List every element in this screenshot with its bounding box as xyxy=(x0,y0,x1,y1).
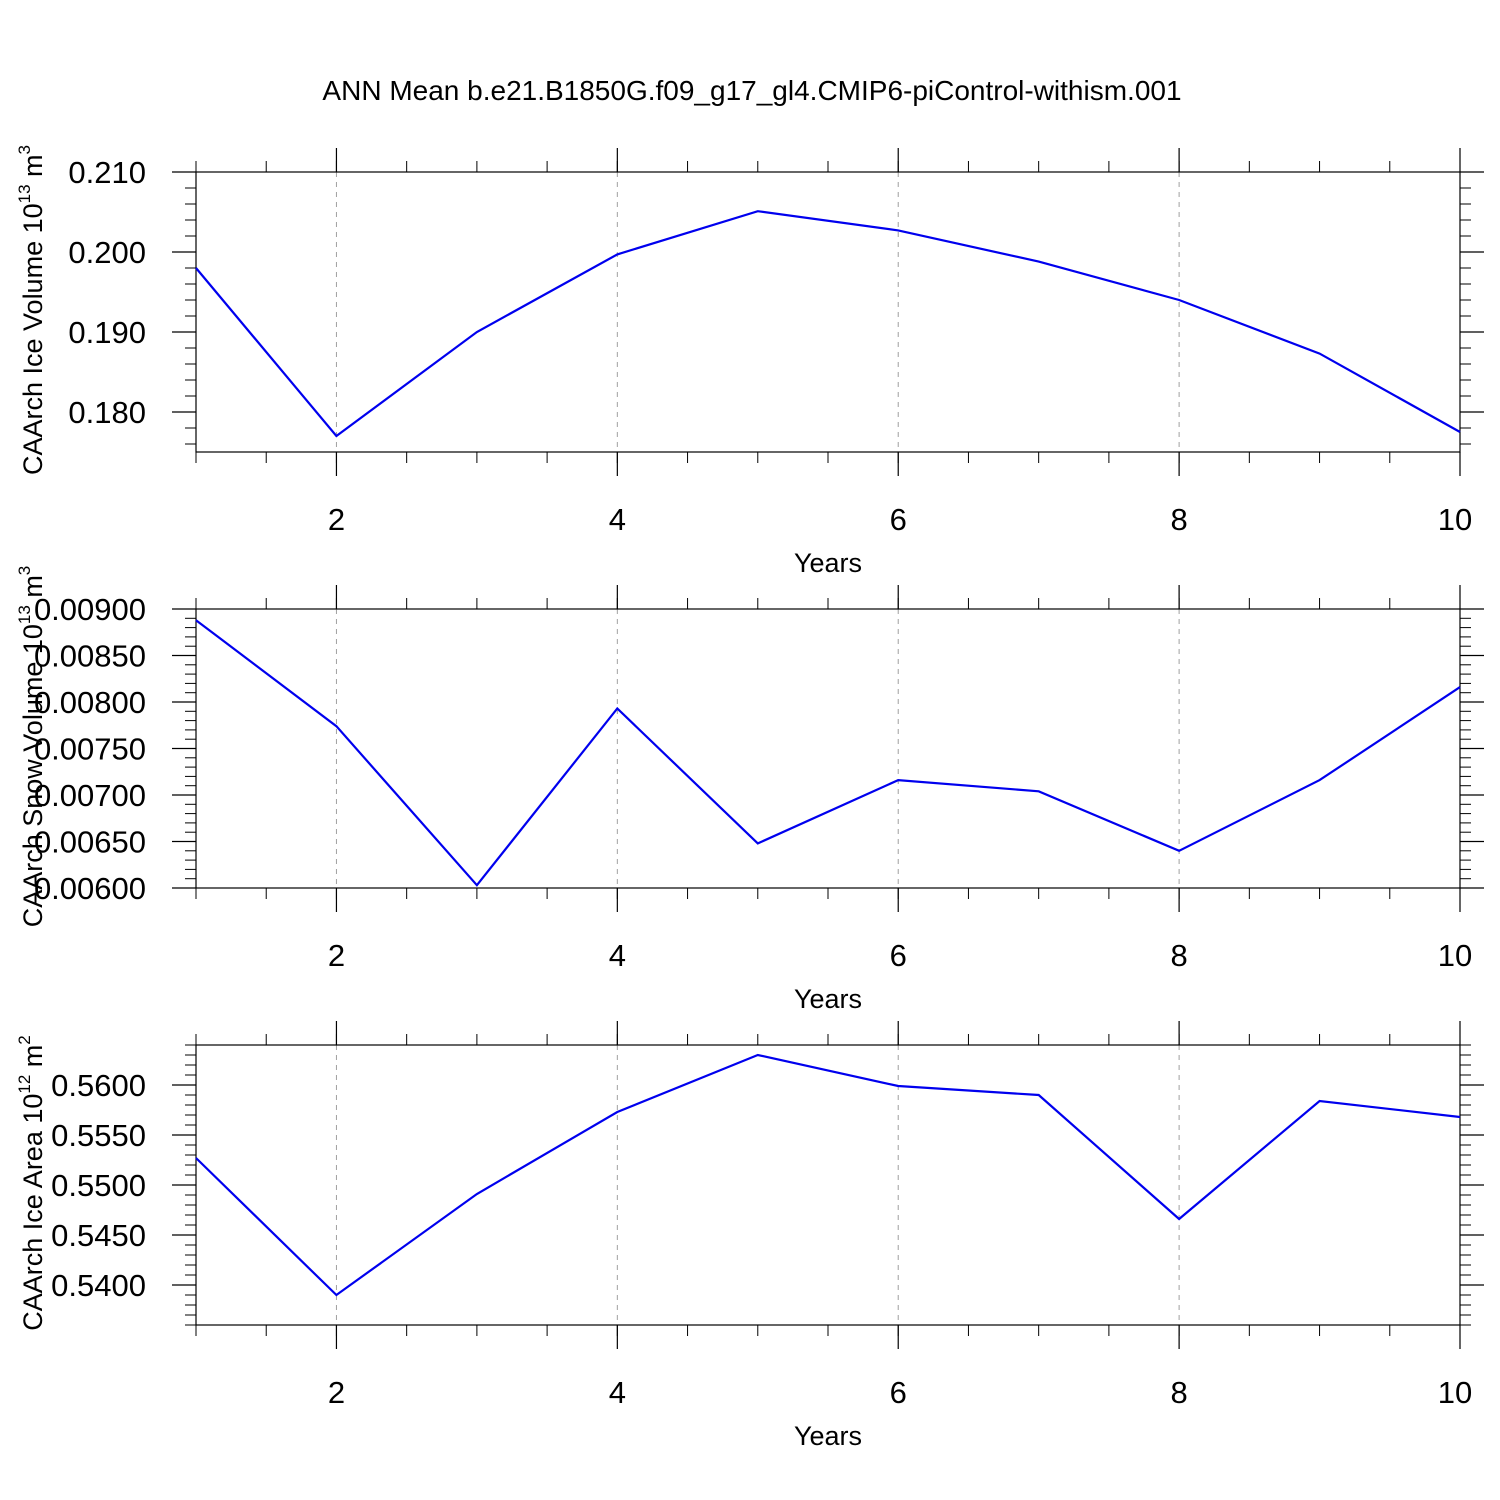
y-tick-label: 0.00700 xyxy=(34,778,146,813)
x-tick-label: 10 xyxy=(1438,1375,1472,1410)
x-tick-label: 8 xyxy=(1170,1375,1187,1410)
x-tick-label: 10 xyxy=(1438,502,1472,537)
series-line xyxy=(195,619,1461,887)
series-line xyxy=(195,210,1461,438)
y-tick-label: 0.00900 xyxy=(34,592,146,627)
x-tick-label: 2 xyxy=(328,938,345,973)
x-axis-label: Years xyxy=(794,548,862,578)
x-tick-label: 2 xyxy=(328,1375,345,1410)
panels: 0.180 0.190 0.200 0.210 2 4 6 8 10 Years CAArch Ic… xyxy=(15,145,1484,1451)
chart-panel-3: 0.5400 0.5450 0.5500 0.5550 0.5600 2 4 6 8 10 Year… xyxy=(15,1021,1484,1451)
y-tick-label: 0.180 xyxy=(68,395,146,430)
y-axis-label: CAArch Ice Volume 1013 m3 xyxy=(15,145,48,475)
x-tick-label: 6 xyxy=(890,938,907,973)
x-tick-label: 6 xyxy=(890,1375,907,1410)
x-tick-label: 4 xyxy=(609,938,626,973)
chart-panel-2: 0.00600 0.00650 0.00700 0.00750 0.00800 0.008… xyxy=(15,566,1484,1014)
y-tick-label: 0.00600 xyxy=(34,871,146,906)
figure-title: ANN Mean b.e21.B1850G.f09_g17_gl4.CMIP6-… xyxy=(322,75,1181,106)
x-tick-label: 4 xyxy=(609,502,626,537)
y-tick-label: 0.5500 xyxy=(51,1168,146,1203)
x-tick-label: 10 xyxy=(1438,938,1472,973)
x-axis-label: Years xyxy=(794,1421,862,1451)
y-tick-label: 0.210 xyxy=(68,155,146,190)
y-tick-label: 0.00650 xyxy=(34,825,146,860)
y-tick-label: 0.190 xyxy=(68,315,146,350)
y-tick-label: 0.5450 xyxy=(51,1218,146,1253)
chart-panel-1: 0.180 0.190 0.200 0.210 2 4 6 8 10 Years CAArch Ic… xyxy=(15,145,1484,578)
plot-frame xyxy=(195,1044,1461,1326)
y-tick-label: 0.5600 xyxy=(51,1068,146,1103)
y-tick-label: 0.200 xyxy=(68,235,146,270)
x-tick-label: 4 xyxy=(609,1375,626,1410)
series-line xyxy=(195,1053,1461,1297)
y-axis-label: CAArch Ice Area 1012 m2 xyxy=(15,1035,48,1331)
x-tick-label: 6 xyxy=(890,502,907,537)
x-axis-label: Years xyxy=(794,984,862,1014)
y-tick-label: 0.5400 xyxy=(51,1268,146,1303)
plot-frame xyxy=(195,171,1461,453)
x-tick-label: 8 xyxy=(1170,502,1187,537)
y-axis-label: CAArch Snow Volume 1013 m3 xyxy=(15,566,48,928)
y-tick-label: 0.5550 xyxy=(51,1118,146,1153)
y-tick-label: 0.00750 xyxy=(34,732,146,767)
x-tick-label: 8 xyxy=(1170,938,1187,973)
plot-frame xyxy=(195,608,1461,889)
x-tick-label: 2 xyxy=(328,502,345,537)
y-tick-label: 0.00800 xyxy=(34,685,146,720)
y-tick-label: 0.00850 xyxy=(34,639,146,674)
